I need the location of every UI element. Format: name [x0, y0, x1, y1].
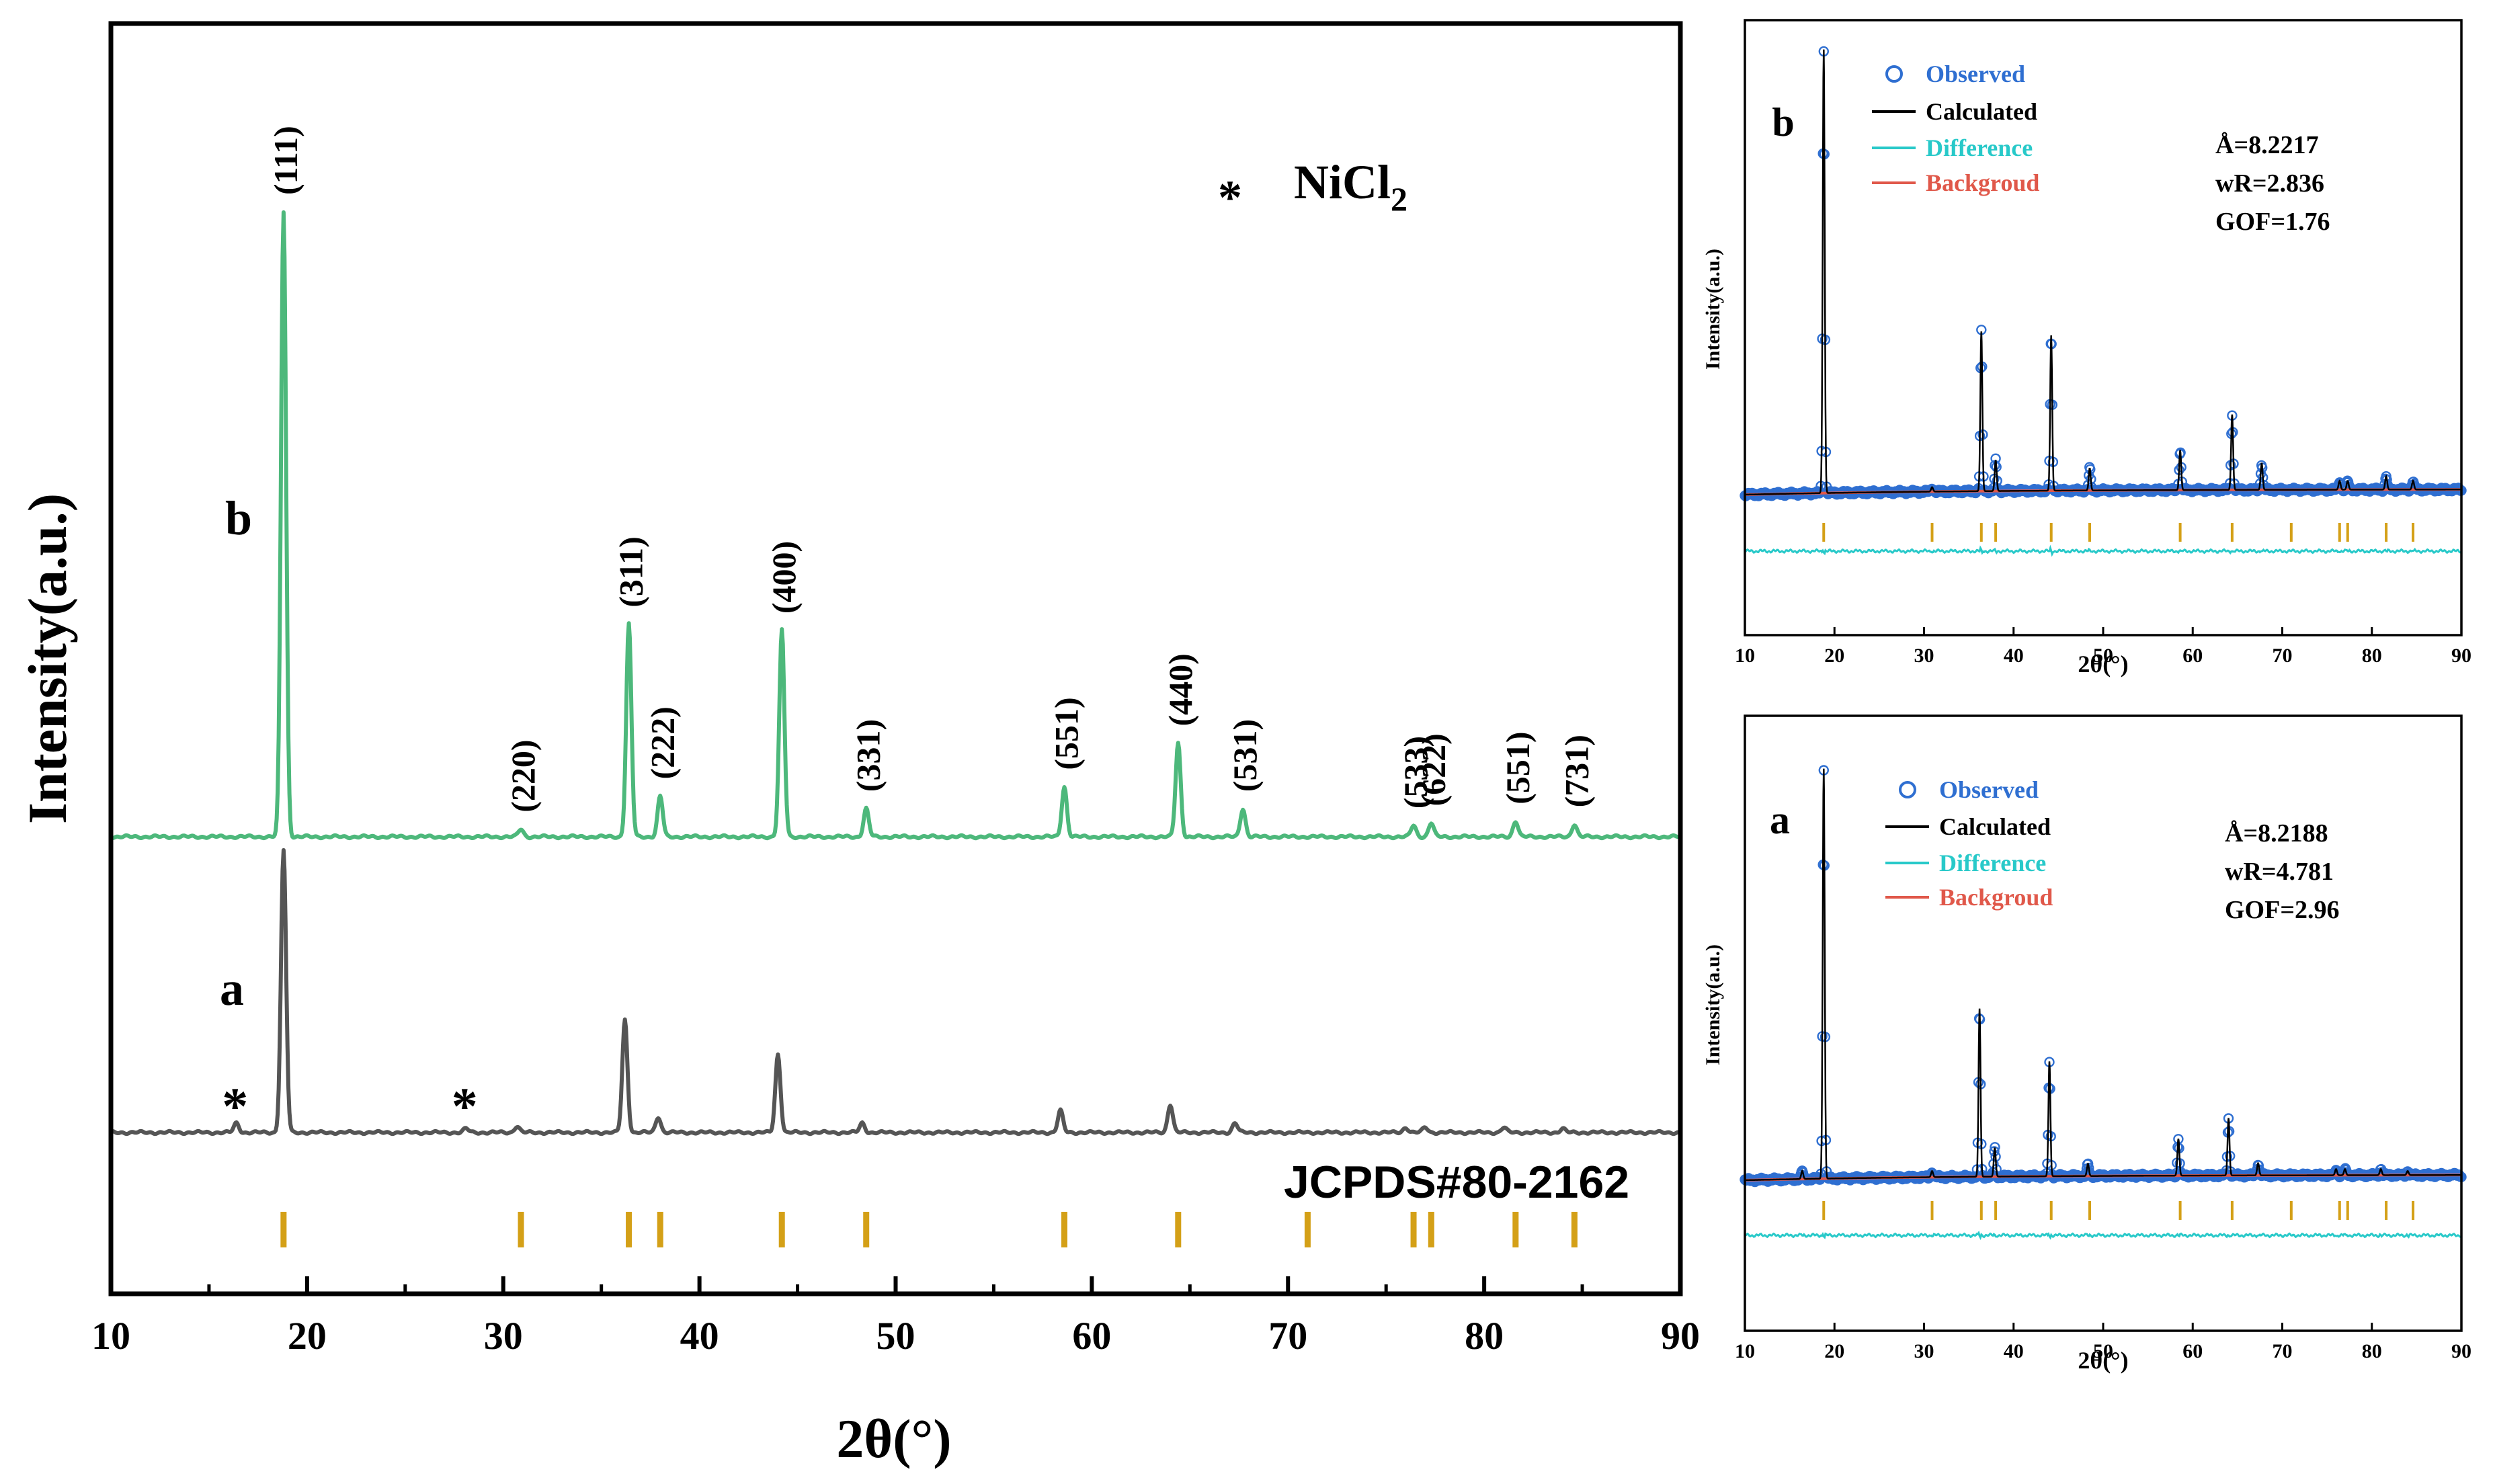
hkl-label: (220): [504, 739, 542, 812]
legend-calculated-label: Calculated: [1939, 813, 2051, 840]
panel-a-x-tick-label: 90: [2451, 1340, 2471, 1362]
panel-a-x-tick-label: 30: [1914, 1340, 1934, 1362]
main-x-tick-label: 30: [484, 1314, 523, 1358]
hkl-label: (551): [1048, 697, 1086, 770]
legend-observed-label: Observed: [1939, 776, 2039, 803]
panel-b-legend: Observed Calculated Difference Backgroud: [1872, 60, 2039, 196]
panel-b-x-tick-label: 60: [2182, 645, 2203, 667]
panel-b-fit-lattice: Å=8.2217: [2215, 131, 2319, 159]
panel-b-x-tick-label: 70: [2273, 645, 2293, 667]
legend-background-label: Backgroud: [1939, 884, 2053, 911]
legend-background-label: Backgroud: [1926, 169, 2039, 196]
legend-difference-label: Difference: [1939, 850, 2046, 876]
hkl-label: (111): [267, 126, 304, 195]
legend-calculated-label: Calculated: [1926, 98, 2037, 125]
panel-b-fit-wr: wR=2.836: [2215, 169, 2324, 198]
panel-a-x-tick-label: 80: [2362, 1340, 2382, 1362]
legend-observed-label: Observed: [1926, 60, 2025, 87]
series-a-label: a: [220, 962, 244, 1016]
main-x-tick-label: 60: [1072, 1314, 1111, 1358]
hkl-label: (400): [765, 541, 803, 614]
panel-b-x-axis-title: 2θ(°): [2078, 651, 2128, 677]
panel-a-x-tick-label: 40: [2004, 1340, 2024, 1362]
panel-b-calculated-line: [1745, 49, 2461, 496]
nicl2-impurity-marker: *: [452, 1077, 478, 1135]
nicl2-legend-subscript: 2: [1391, 180, 1407, 218]
main-x-axis-title: 2θ(°): [836, 1408, 951, 1469]
panel-b-x-tick-label: 30: [1914, 645, 1934, 667]
nicl2-impurity-marker: *: [222, 1077, 248, 1135]
series-b-label: b: [225, 491, 252, 545]
panel-a-x-axis-title: 2θ(°): [2078, 1347, 2128, 1374]
panel-b-x-tick-label: 50: [2093, 645, 2113, 667]
panel-b-difference-line: [1744, 544, 2463, 557]
hkl-label: (311): [612, 536, 650, 608]
panel-a-legend: Observed Calculated Difference Backgroud: [1885, 776, 2053, 911]
panel-a-x-tick-label: 70: [2273, 1340, 2293, 1362]
nicl2-legend-text: NiCl: [1294, 155, 1391, 209]
main-x-tick-label: 50: [876, 1314, 915, 1358]
hkl-label: (222): [643, 706, 681, 779]
nicl2-legend-marker: *: [1218, 171, 1242, 224]
panel-b-x-tick-label: 20: [1824, 645, 1844, 667]
main-x-tick-label: 80: [1465, 1314, 1504, 1358]
series-b-line: [110, 210, 1682, 841]
legend-observed-marker: [1885, 65, 1903, 83]
panel-a-difference-line: [1744, 1230, 2463, 1241]
panel-a-fit-wr: wR=4.781: [2225, 858, 2334, 886]
jcpds-reference-label: JCPDS#80-2162: [1284, 1157, 1629, 1208]
hkl-label: (331): [850, 719, 887, 792]
main-x-tick-label: 10: [91, 1314, 130, 1358]
panel-a-label: a: [1770, 798, 1790, 842]
refinement-panel-a: 10 20 30 40 50 60 70 80 90 2θ(°) Intensity(a.u.)…: [1702, 714, 2471, 1374]
panel-b-x-tick-label: 40: [2004, 645, 2024, 667]
hkl-label: (533): [1397, 736, 1434, 809]
panel-b-x-tick-label: 80: [2362, 645, 2382, 667]
legend-observed-marker: [1899, 781, 1916, 798]
hkl-label: (551): [1499, 731, 1537, 804]
series-a-line: [110, 848, 1682, 1137]
main-y-axis-title: Intensity(a.u.): [17, 493, 78, 824]
panel-b-label: b: [1772, 100, 1794, 145]
panel-b-x-tick-label: 90: [2451, 645, 2471, 667]
panel-a-y-axis-title: Intensity(a.u.): [1702, 944, 1724, 1065]
panel-b-x-tick-label: 10: [1735, 645, 1755, 667]
panel-a-x-tick-label: 10: [1735, 1340, 1755, 1362]
panel-a-x-tick-label: 60: [2182, 1340, 2203, 1362]
panel-a-calculated-line: [1745, 768, 2461, 1182]
main-x-tick-label: 40: [680, 1314, 719, 1358]
legend-difference-label: Difference: [1926, 134, 2033, 161]
panel-a-fit-gof: GOF=2.96: [2225, 896, 2339, 924]
main-x-tick-label: 20: [288, 1314, 327, 1358]
panel-a-x-tick-label: 50: [2093, 1340, 2113, 1362]
panel-b-fit-gof: GOF=1.76: [2215, 208, 2330, 236]
main-xrd-panel: (111) (220) (311) (222) (400) (331) (551) (440)…: [17, 21, 1700, 1469]
panel-b-y-axis-title: Intensity(a.u.): [1702, 249, 1724, 370]
main-x-tick-label: 70: [1268, 1314, 1307, 1358]
main-x-tick-label: 90: [1661, 1314, 1700, 1358]
nicl2-legend-label: NiCl2: [1294, 155, 1407, 218]
refinement-panel-b: 10 20 30 40 50 60 70 80 90 2θ(°) Intensity(a.u.)…: [1702, 19, 2471, 677]
panel-a-fit-lattice: Å=8.2188: [2225, 819, 2328, 848]
hkl-label: (622): [1414, 733, 1452, 806]
hkl-label: (731): [1557, 735, 1595, 807]
hkl-label: (440): [1161, 653, 1199, 726]
hkl-label: (531): [1226, 719, 1264, 792]
panel-a-x-tick-label: 20: [1824, 1340, 1844, 1362]
